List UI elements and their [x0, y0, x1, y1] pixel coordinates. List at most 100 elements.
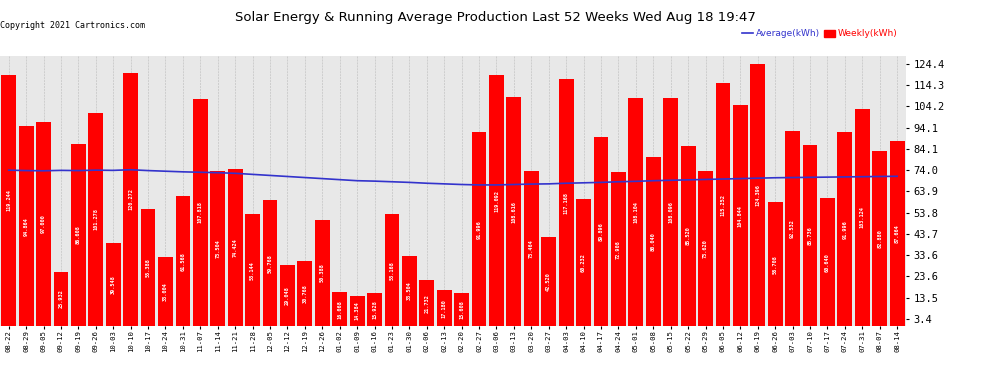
Text: 89.896: 89.896 — [599, 222, 604, 241]
Bar — [437, 290, 451, 326]
Bar — [542, 237, 556, 326]
Bar — [228, 169, 243, 326]
Text: 15.608: 15.608 — [459, 300, 464, 319]
Bar — [1, 75, 16, 326]
Bar — [681, 146, 696, 326]
Bar — [193, 99, 208, 326]
Text: 29.048: 29.048 — [285, 286, 290, 305]
Text: 80.040: 80.040 — [650, 232, 655, 251]
Bar — [246, 214, 260, 326]
Bar — [820, 198, 835, 326]
Bar — [384, 214, 399, 326]
Text: 21.732: 21.732 — [425, 294, 430, 313]
Bar — [141, 209, 155, 326]
Bar — [454, 293, 469, 326]
Text: 53.168: 53.168 — [389, 261, 394, 279]
Text: 108.096: 108.096 — [668, 201, 673, 223]
Text: 91.996: 91.996 — [476, 220, 481, 239]
Text: 15.928: 15.928 — [372, 300, 377, 319]
Bar — [663, 98, 678, 326]
Text: 103.124: 103.124 — [859, 207, 865, 228]
Text: 120.272: 120.272 — [128, 189, 133, 210]
Text: 115.252: 115.252 — [721, 194, 726, 216]
Bar — [53, 272, 68, 326]
Text: 108.104: 108.104 — [634, 201, 639, 223]
Bar — [611, 172, 626, 326]
Bar — [158, 256, 173, 326]
Text: 60.640: 60.640 — [825, 253, 830, 272]
Bar — [280, 265, 295, 326]
Text: 119.092: 119.092 — [494, 190, 499, 211]
Text: 101.278: 101.278 — [93, 209, 98, 230]
Bar — [507, 97, 522, 326]
Bar — [890, 141, 905, 326]
Bar — [716, 83, 731, 326]
Bar — [855, 109, 869, 326]
Bar — [645, 158, 660, 326]
Text: 16.068: 16.068 — [338, 300, 343, 319]
Text: 33.504: 33.504 — [407, 282, 412, 300]
Bar — [576, 199, 591, 326]
Bar — [803, 146, 818, 326]
Bar — [785, 131, 800, 326]
Text: 60.232: 60.232 — [581, 254, 586, 272]
Text: Solar Energy & Running Average Production Last 52 Weeks Wed Aug 18 19:47: Solar Energy & Running Average Productio… — [235, 11, 755, 24]
Text: 39.548: 39.548 — [111, 275, 116, 294]
Text: 85.520: 85.520 — [686, 226, 691, 245]
Text: 108.616: 108.616 — [512, 201, 517, 223]
Bar — [349, 296, 364, 326]
Text: 55.388: 55.388 — [146, 258, 150, 277]
Legend: Average(kWh), Weekly(kWh): Average(kWh), Weekly(kWh) — [739, 26, 901, 42]
Text: 61.568: 61.568 — [180, 252, 185, 271]
Bar — [594, 136, 609, 326]
Text: 92.532: 92.532 — [790, 219, 795, 238]
Text: 73.504: 73.504 — [215, 239, 220, 258]
Text: 42.520: 42.520 — [546, 272, 551, 291]
Text: 25.932: 25.932 — [58, 290, 63, 308]
Bar — [420, 280, 435, 326]
Bar — [768, 202, 783, 326]
Bar — [402, 256, 417, 326]
Bar — [19, 126, 34, 326]
Bar — [872, 152, 887, 326]
Text: 82.880: 82.880 — [877, 230, 882, 248]
Text: 74.424: 74.424 — [233, 238, 238, 257]
Bar — [71, 144, 86, 326]
Text: 85.736: 85.736 — [808, 226, 813, 245]
Bar — [367, 292, 382, 326]
Bar — [210, 171, 225, 326]
Bar — [262, 200, 277, 326]
Bar — [123, 72, 138, 326]
Bar — [558, 79, 573, 326]
Bar — [629, 98, 644, 326]
Text: 117.168: 117.168 — [563, 192, 568, 214]
Text: 94.864: 94.864 — [24, 217, 29, 236]
Bar — [297, 261, 312, 326]
Bar — [106, 243, 121, 326]
Bar — [524, 171, 539, 326]
Bar — [315, 220, 330, 326]
Text: 14.384: 14.384 — [354, 302, 359, 321]
Bar — [489, 75, 504, 326]
Text: 119.244: 119.244 — [6, 189, 11, 211]
Bar — [733, 105, 747, 326]
Text: 58.708: 58.708 — [773, 255, 778, 274]
Text: 72.908: 72.908 — [616, 240, 621, 259]
Text: 124.396: 124.396 — [755, 184, 760, 206]
Text: 33.004: 33.004 — [163, 282, 168, 301]
Text: 73.464: 73.464 — [529, 239, 534, 258]
Text: 53.144: 53.144 — [250, 261, 255, 280]
Bar — [37, 122, 50, 326]
Bar — [333, 292, 347, 326]
Text: 107.818: 107.818 — [198, 202, 203, 223]
Text: 73.620: 73.620 — [703, 239, 708, 258]
Bar — [838, 132, 852, 326]
Text: 50.388: 50.388 — [320, 264, 325, 282]
Text: 86.608: 86.608 — [76, 225, 81, 244]
Text: 91.996: 91.996 — [842, 220, 847, 239]
Text: 59.768: 59.768 — [267, 254, 272, 273]
Text: 87.664: 87.664 — [895, 224, 900, 243]
Text: 30.768: 30.768 — [302, 284, 307, 303]
Bar — [750, 64, 765, 326]
Bar — [175, 196, 190, 326]
